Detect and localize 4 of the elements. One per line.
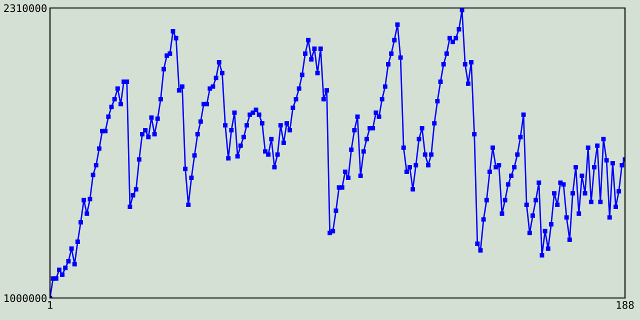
x-tick-label: 188 [616,301,634,309]
x-tick-label: 1 [48,301,52,309]
y-tick-label: 2310000 [4,4,47,12]
y-tick-label: 1000000 [4,294,47,302]
